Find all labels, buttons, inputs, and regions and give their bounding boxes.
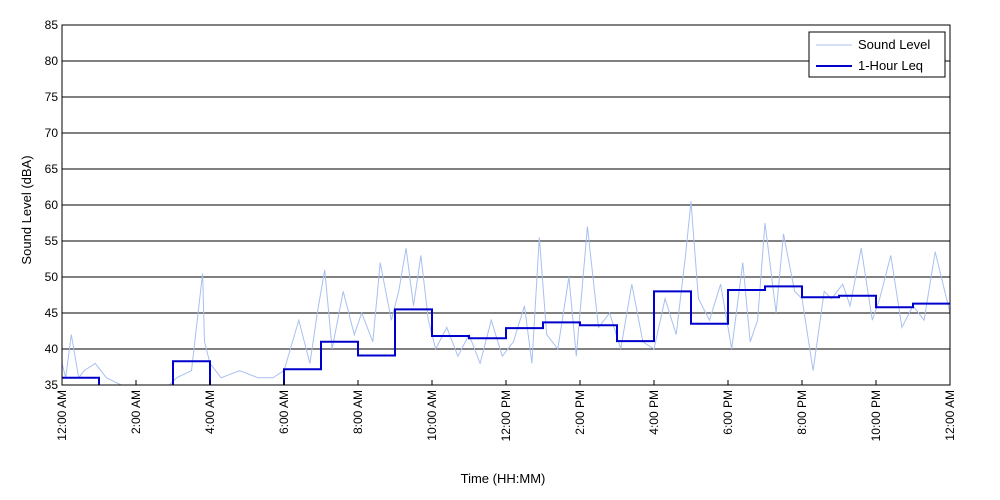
legend-label-sound-level: Sound Level bbox=[858, 37, 930, 52]
x-tick-label: 2:00 AM bbox=[129, 390, 143, 434]
y-tick-label: 65 bbox=[45, 162, 59, 176]
y-tick-label: 45 bbox=[45, 306, 59, 320]
y-tick-label: 60 bbox=[45, 198, 59, 212]
grid-lines bbox=[62, 60, 950, 350]
y-tick-label: 70 bbox=[45, 126, 59, 140]
x-tick-label: 4:00 PM bbox=[647, 390, 661, 435]
y-tick-label: 35 bbox=[45, 378, 59, 392]
x-tick-label: 12:00 AM bbox=[943, 390, 957, 441]
x-tick-label: 4:00 AM bbox=[203, 390, 217, 434]
legend: Sound Level 1-Hour Leq bbox=[808, 31, 946, 78]
series-layer bbox=[62, 201, 950, 385]
x-tick-label: 6:00 AM bbox=[277, 390, 291, 434]
y-tick-label: 55 bbox=[45, 234, 59, 248]
x-tick-label: 6:00 PM bbox=[721, 390, 735, 435]
y-tick-label: 80 bbox=[45, 54, 59, 68]
x-tick-label: 8:00 AM bbox=[351, 390, 365, 434]
x-tick-label: 8:00 PM bbox=[795, 390, 809, 435]
x-axis-label: Time (HH:MM) bbox=[461, 471, 546, 486]
y-tick-label: 40 bbox=[45, 342, 59, 356]
x-tick-label: 2:00 PM bbox=[573, 390, 587, 435]
x-tick-label: 12:00 AM bbox=[55, 390, 69, 441]
x-axis-ticks: 12:00 AM 2:00 AM 4:00 AM 6:00 AM 8:00 AM 10:0… bbox=[55, 380, 957, 441]
hourly-leq-step-line bbox=[62, 285, 950, 385]
x-tick-label: 12:00 PM bbox=[499, 390, 513, 441]
y-axis-label: Sound Level (dBA) bbox=[19, 155, 34, 264]
y-tick-label: 50 bbox=[45, 270, 59, 284]
legend-box bbox=[808, 31, 946, 78]
x-tick-label: 10:00 PM bbox=[869, 390, 883, 441]
y-axis-ticks: 35 40 45 50 55 60 65 70 75 80 85 bbox=[45, 18, 67, 392]
legend-label-hourly-leq: 1-Hour Leq bbox=[858, 58, 923, 73]
y-tick-label: 75 bbox=[45, 90, 59, 104]
sound-level-line bbox=[62, 201, 950, 385]
x-tick-label: 10:00 AM bbox=[425, 390, 439, 441]
y-tick-label: 85 bbox=[45, 18, 59, 32]
